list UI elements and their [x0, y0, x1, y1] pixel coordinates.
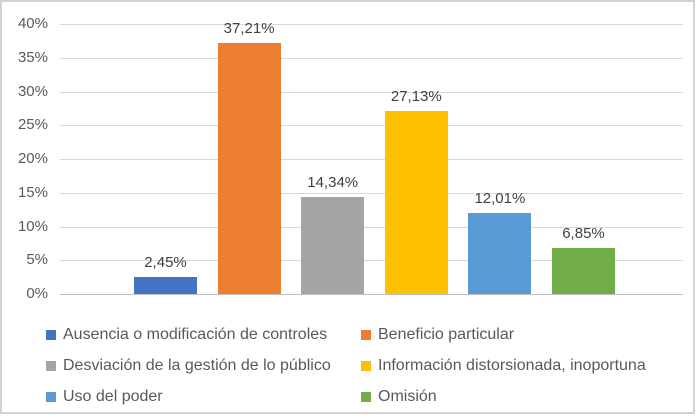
legend-label: Uso del poder: [63, 387, 163, 405]
bar-6: [552, 247, 615, 294]
y-axis-tick: 20%: [17, 150, 48, 167]
y-axis-tick: 5%: [26, 251, 48, 269]
gridline: [60, 24, 683, 25]
legend-marker-icon: [361, 360, 371, 371]
y-axis-tick: 15%: [17, 183, 48, 201]
legend-marker-icon: [46, 391, 56, 402]
legend-label: Omisión: [378, 387, 437, 405]
y-axis-tick: 40%: [17, 15, 48, 32]
bar-value-label: 27,13%: [390, 87, 442, 105]
legend-marker-icon: [361, 391, 371, 402]
y-axis-tick: 30%: [17, 82, 48, 100]
legend-marker-icon: [361, 329, 371, 340]
legend-item: Omisión: [361, 381, 672, 412]
bar-5: [468, 212, 532, 294]
legend-marker-icon: [46, 329, 56, 340]
bar-value-label: 6,85%: [562, 224, 605, 242]
gridline: [60, 226, 683, 228]
y-axis-tick: 0%: [26, 285, 48, 302]
legend-item: Información distorsionada, inoportuna: [361, 350, 672, 381]
bar-value-label: 14,34%: [307, 174, 359, 192]
legend-label: Beneficio particular: [378, 325, 515, 343]
legend-item: Uso del poder: [46, 381, 361, 412]
legend-item: Beneficio particular: [361, 319, 672, 350]
gridline: [60, 159, 683, 160]
y-axis-tick: 25%: [17, 116, 48, 134]
x-axis-line: [60, 294, 683, 295]
gridline: [60, 125, 683, 127]
bar-4: [384, 110, 448, 294]
bar-value-label: 37,21%: [223, 19, 275, 37]
gridline: [60, 57, 683, 59]
legend-item: Ausencia o modificación de controles: [46, 319, 361, 350]
plot-area: 2,45% 37,21% 14,34% 27,13% 12,01% 6,85%: [60, 20, 683, 295]
bar-3: [301, 197, 365, 294]
gridline: [60, 91, 683, 93]
gridline: [60, 260, 683, 262]
bar-value-label: 12,01%: [474, 189, 526, 207]
bar-value-label: 2,45%: [144, 254, 187, 272]
legend-label: Ausencia o modificación de controles: [63, 325, 328, 343]
bar-2: [217, 42, 281, 294]
legend-item: Desviación de la gestión de lo público: [46, 350, 361, 381]
y-axis-tick: 35%: [17, 48, 48, 66]
chart-frame: 2,45% 37,21% 14,34% 27,13% 12,01% 6,85% Ausen…: [0, 0, 695, 414]
legend-label: Desviación de la gestión de lo público: [63, 356, 331, 374]
gridline: [60, 192, 683, 194]
legend-label: Información distorsionada, inoportuna: [378, 356, 646, 374]
legend-marker-icon: [46, 360, 56, 371]
y-axis-tick: 10%: [17, 217, 48, 235]
bar-1: [134, 277, 197, 294]
chart-legend: Ausencia o modificación de controles Bene…: [46, 319, 672, 412]
